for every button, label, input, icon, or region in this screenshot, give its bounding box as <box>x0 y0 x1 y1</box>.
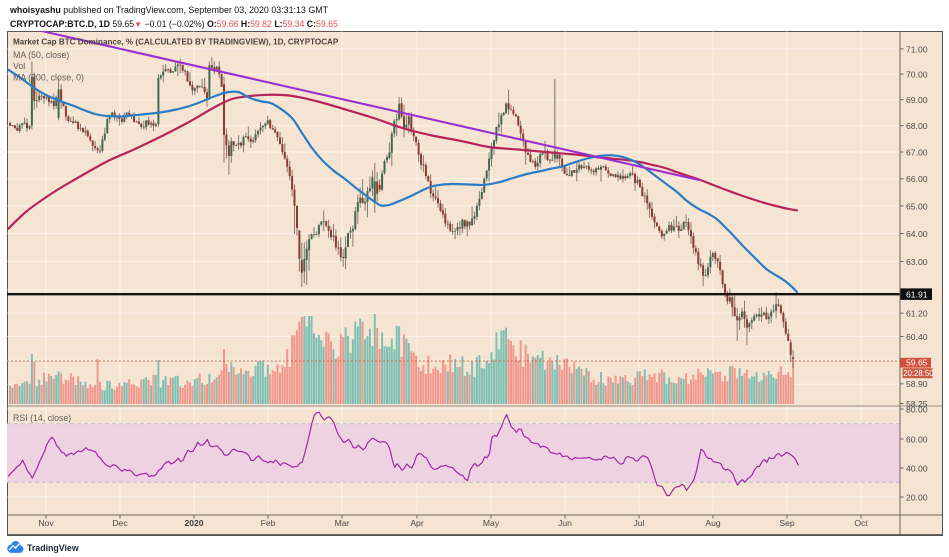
svg-text:RSI (14, close): RSI (14, close) <box>13 413 71 423</box>
svg-text:20:28:50: 20:28:50 <box>903 369 934 378</box>
svg-text:Nov: Nov <box>38 518 54 528</box>
svg-text:64.00: 64.00 <box>906 229 928 239</box>
svg-text:71.00: 71.00 <box>906 44 928 54</box>
svg-text:Sep: Sep <box>779 518 795 528</box>
svg-text:20.00: 20.00 <box>906 492 928 502</box>
svg-text:Aug: Aug <box>705 518 721 528</box>
svg-text:61.20: 61.20 <box>906 309 928 319</box>
svg-text:May: May <box>483 518 500 528</box>
svg-text:Market Cap BTC Dominance, % (C: Market Cap BTC Dominance, % (CALCULATED … <box>13 38 339 47</box>
svg-text:2020: 2020 <box>184 518 203 528</box>
svg-text:61.91: 61.91 <box>906 289 928 299</box>
svg-text:59.65: 59.65 <box>906 358 928 368</box>
svg-text:70.00: 70.00 <box>906 70 928 80</box>
svg-text:MA (200, close, 0): MA (200, close, 0) <box>13 73 84 83</box>
svg-text:60.00: 60.00 <box>906 434 928 444</box>
svg-text:67.00: 67.00 <box>906 147 928 157</box>
svg-text:Mar: Mar <box>335 518 350 528</box>
svg-text:Oct: Oct <box>854 518 868 528</box>
svg-text:58.25: 58.25 <box>906 399 928 409</box>
svg-text:65.00: 65.00 <box>906 201 928 211</box>
svg-text:69.00: 69.00 <box>906 95 928 105</box>
svg-text:Jul: Jul <box>634 518 645 528</box>
svg-text:40.00: 40.00 <box>906 463 928 473</box>
svg-text:Feb: Feb <box>261 518 276 528</box>
svg-text:Apr: Apr <box>410 518 424 528</box>
svg-text:80.00: 80.00 <box>906 404 928 414</box>
svg-text:Vol: Vol <box>13 61 25 71</box>
svg-text:Jun: Jun <box>558 518 572 528</box>
svg-text:60.40: 60.40 <box>906 332 928 342</box>
svg-text:58.90: 58.90 <box>906 379 928 389</box>
svg-text:Dec: Dec <box>112 518 128 528</box>
svg-text:68.00: 68.00 <box>906 121 928 131</box>
svg-text:63.00: 63.00 <box>906 257 928 267</box>
svg-text:MA (50, close): MA (50, close) <box>13 50 69 60</box>
svg-text:66.00: 66.00 <box>906 174 928 184</box>
